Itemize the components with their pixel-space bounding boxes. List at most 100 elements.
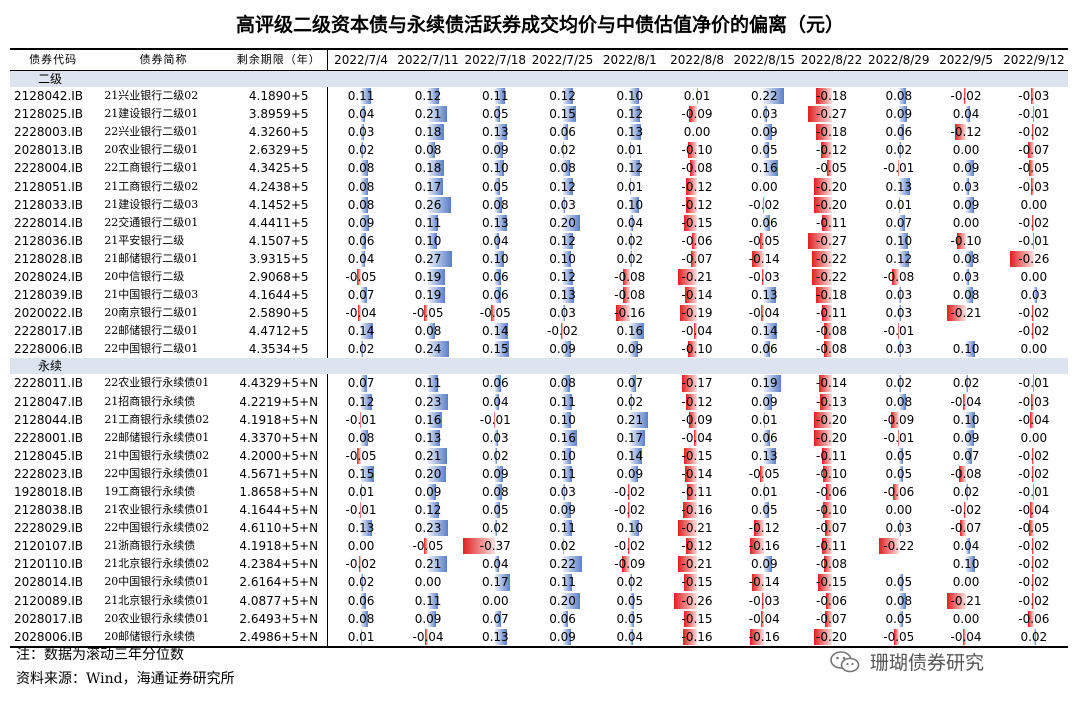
deviation-value: -0.10	[816, 503, 848, 518]
deviation-cell: -0.20	[798, 429, 865, 447]
positive-bar	[966, 268, 969, 286]
deviation-value: -0.18	[816, 288, 848, 303]
positive-bar	[562, 196, 566, 213]
positive-bar	[361, 429, 369, 446]
deviation-value: 0.09	[549, 629, 576, 644]
positive-bar	[428, 411, 443, 428]
negative-bar	[753, 520, 765, 537]
deviation-cell: -0.01	[1000, 232, 1068, 250]
deviation-cell: -0.09	[865, 411, 932, 429]
negative-bar	[955, 124, 967, 141]
deviation-value: 0.07	[481, 611, 509, 626]
negative-bar	[750, 538, 765, 555]
bond-name: 21农业银行永续债01	[104, 503, 210, 517]
positive-bar	[898, 305, 902, 322]
remaining-term: 4.4712+5	[230, 322, 328, 341]
deviation-value: -0.09	[681, 107, 713, 122]
table-row: 2020022.IB 20南京银行二级01 2.5890+5 -0.04 -0.05 -0…	[10, 304, 1068, 323]
negative-bar	[621, 556, 630, 573]
deviation-cell: -0.05	[394, 304, 461, 322]
deviation-value: -0.18	[816, 89, 848, 104]
deviation-cell: -0.04	[1000, 501, 1068, 519]
deviation-value: 0.09	[750, 394, 778, 409]
deviation-cell: -0.03	[1000, 393, 1068, 411]
deviation-cell: -0.01	[865, 322, 932, 340]
deviation-cell: -0.04	[663, 429, 730, 447]
deviation-value: 0.03	[347, 125, 375, 140]
positive-bar	[629, 574, 632, 591]
positive-bar	[898, 375, 901, 392]
deviation-cell: -0.02	[731, 196, 798, 214]
deviation-value: 0.24	[414, 342, 442, 357]
deviation-cell: -0.15	[663, 214, 730, 232]
deviation-cell: -0.04	[327, 304, 394, 322]
deviation-cell: -0.12	[663, 177, 730, 195]
deviation-value: 0.13	[481, 215, 509, 230]
deviation-cell: 0.08	[462, 196, 529, 214]
deviation-value: 0.12	[549, 89, 576, 104]
deviation-value: -0.20	[816, 179, 848, 194]
deviation-value: 0.05	[481, 503, 509, 518]
deviation-value: 0.14	[347, 324, 375, 339]
deviation-cell: 0.10	[596, 519, 663, 537]
negative-bar	[962, 393, 967, 410]
deviation-value: 0.02	[616, 575, 644, 590]
deviation-value: -0.04	[950, 394, 982, 409]
deviation-value: 0.05	[481, 107, 509, 122]
negative-bar	[683, 574, 698, 591]
deviation-cell: -0.03	[731, 592, 798, 610]
positive-bar	[428, 88, 439, 105]
negative-bar	[1032, 465, 1034, 482]
deviation-value: -0.11	[816, 448, 848, 463]
deviation-cell: -0.08	[798, 340, 865, 358]
deviation-cell: -0.26	[663, 592, 730, 610]
deviation-cell: -0.20	[798, 411, 865, 429]
deviation-value: 0.00	[952, 143, 980, 158]
bond-name: 21北京银行永续债01	[104, 593, 210, 607]
deviation-value: 0.06	[481, 376, 509, 391]
deviation-value: -0.02	[1018, 593, 1050, 608]
negative-bar	[686, 178, 698, 195]
negative-bar	[1027, 142, 1034, 159]
header-date: 2022/8/1	[596, 48, 664, 71]
deviation-cell: -0.08	[596, 268, 663, 286]
deviation-value: -0.16	[748, 629, 780, 644]
negative-bar	[684, 465, 698, 482]
deviation-value: 0.04	[347, 251, 375, 266]
deviation-cell: 0.12	[596, 159, 663, 177]
header-date: 2022/9/12	[999, 48, 1068, 71]
deviation-cell: 0.08	[327, 196, 394, 214]
remaining-term: 2.5890+5	[230, 304, 328, 323]
deviation-cell: 0.24	[394, 340, 461, 358]
table-row: 2228004.IB 22工商银行二级01 4.3425+5 0.08 0.18 0.10…	[10, 159, 1068, 178]
positive-bar	[562, 268, 574, 286]
positive-bar	[629, 124, 642, 141]
deviation-cell: -0.20	[797, 627, 866, 648]
deviation-cell: -0.18	[798, 286, 865, 304]
deviation-value: 0.01	[750, 412, 778, 427]
deviation-value: -0.06	[816, 485, 848, 500]
positive-bar	[495, 214, 507, 231]
deviation-value: -0.04	[1018, 503, 1050, 518]
negative-bar	[820, 142, 832, 159]
table-row: 2028013.IB 20农业银行二级01 2.6329+5 0.02 0.08 0.09…	[10, 141, 1068, 160]
deviation-cell: 0.03	[865, 340, 932, 358]
deviation-value: 0.08	[481, 485, 509, 500]
deviation-value: 0.19	[414, 269, 442, 284]
deviation-value: -0.03	[748, 593, 780, 608]
deviation-cell: -0.01	[327, 411, 394, 429]
deviation-cell: 0.00	[932, 214, 999, 232]
bond-code: 2028024.IB	[14, 269, 84, 284]
deviation-cell: 0.10	[596, 87, 663, 105]
deviation-cell: -0.05	[731, 465, 798, 483]
deviation-cell: 0.02	[865, 374, 932, 392]
deviation-cell: 0.08	[394, 141, 461, 159]
negative-bar	[815, 287, 832, 304]
deviation-cell: 0.06	[327, 232, 394, 250]
positive-bar	[361, 323, 374, 340]
deviation-cell: -0.02	[327, 555, 394, 573]
deviation-cell: -0.07	[798, 610, 865, 628]
deviation-value: -0.14	[681, 288, 713, 303]
positive-bar	[495, 610, 502, 627]
deviation-cell: -0.20	[798, 177, 865, 195]
